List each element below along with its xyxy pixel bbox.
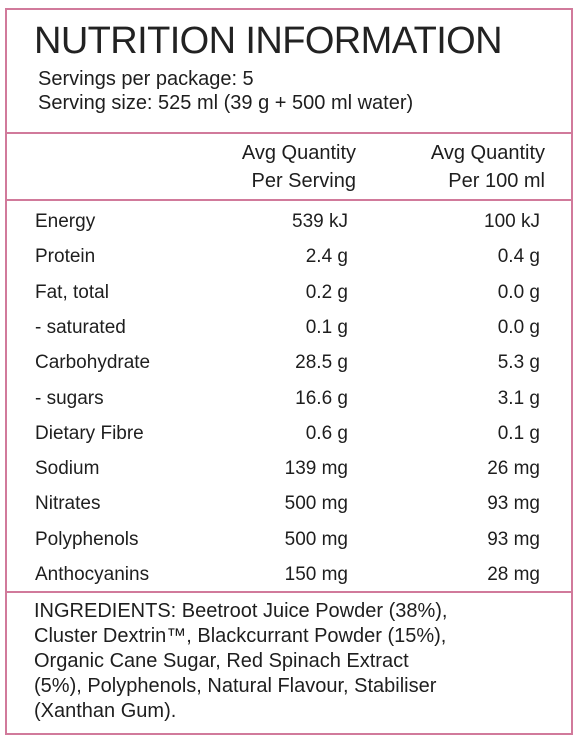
divider — [5, 132, 573, 134]
nutrient-name: Dietary Fibre — [35, 422, 144, 444]
nutrient-value: 539 kJ — [292, 211, 348, 232]
nutrient-value: 0.1 g — [305, 316, 348, 338]
nutrient-name: Sodium — [35, 458, 100, 480]
ingredients-line: INGREDIENTS: Beetroot Juice Powder (38%)… — [34, 600, 448, 622]
nutrient-name: Protein — [35, 246, 96, 268]
servings: Servings per package: 5 — [38, 68, 254, 90]
nutrient-name: Fat, total — [35, 281, 109, 303]
nutrient-value: 0.1 g — [497, 422, 540, 444]
column-header: Avg Quantity — [430, 142, 545, 164]
nutrient-value: 500 mg — [284, 528, 348, 550]
nutrient-value: 16.6 g — [295, 387, 348, 409]
column-header: Per Serving — [251, 170, 357, 192]
divider — [5, 591, 573, 593]
nutrient-value: 3.1 g — [497, 387, 540, 409]
nutrient-value: 100 kJ — [484, 211, 540, 232]
nutrient-value: 28.5 g — [295, 352, 348, 374]
nutrient-name: - saturated — [35, 316, 126, 338]
nutrient-value: 0.2 g — [305, 281, 348, 303]
ingredients-line: Organic Cane Sugar, Red Spinach Extract — [34, 650, 409, 672]
nutrient-value: 139 mg — [284, 458, 348, 480]
column-header: Avg Quantity — [241, 142, 356, 164]
title: NUTRITION INFORMATION — [34, 20, 503, 62]
nutrient-value: 26 mg — [487, 458, 540, 480]
nutrient-value: 0.0 g — [497, 281, 540, 303]
nutrient-value: 93 mg — [487, 493, 540, 515]
divider — [5, 199, 573, 201]
nutrient-value: 5.3 g — [497, 352, 540, 374]
nutrient-value: 0.6 g — [305, 422, 348, 444]
nutrient-name: Carbohydrate — [35, 352, 151, 374]
ingredients-line: (Xanthan Gum). — [34, 700, 177, 722]
ingredients-line: (5%), Polyphenols, Natural Flavour, Stab… — [34, 675, 437, 697]
nutrient-value: 2.4 g — [305, 246, 348, 268]
nutrient-value: 0.0 g — [497, 316, 540, 338]
nutrient-name: Anthocyanins — [35, 564, 150, 585]
nutrient-value: 0.4 g — [497, 246, 540, 268]
nutrient-name: Energy — [35, 211, 96, 232]
nutrient-name: Nitrates — [35, 493, 101, 515]
nutrient-name: - sugars — [35, 387, 104, 409]
nutrient-value: 28 mg — [487, 564, 540, 585]
column-header: Per 100 ml — [448, 170, 545, 192]
label-border — [5, 8, 573, 735]
serving-size: Serving size: 525 ml (39 g + 500 ml wate… — [38, 92, 414, 114]
nutrient-value: 500 mg — [284, 493, 348, 515]
nutrient-name: Polyphenols — [35, 528, 139, 550]
nutrient-value: 150 mg — [284, 564, 348, 585]
nutrient-value: 93 mg — [487, 528, 540, 550]
ingredients-line: Cluster Dextrin™, Blackcurrant Powder (1… — [34, 625, 447, 647]
